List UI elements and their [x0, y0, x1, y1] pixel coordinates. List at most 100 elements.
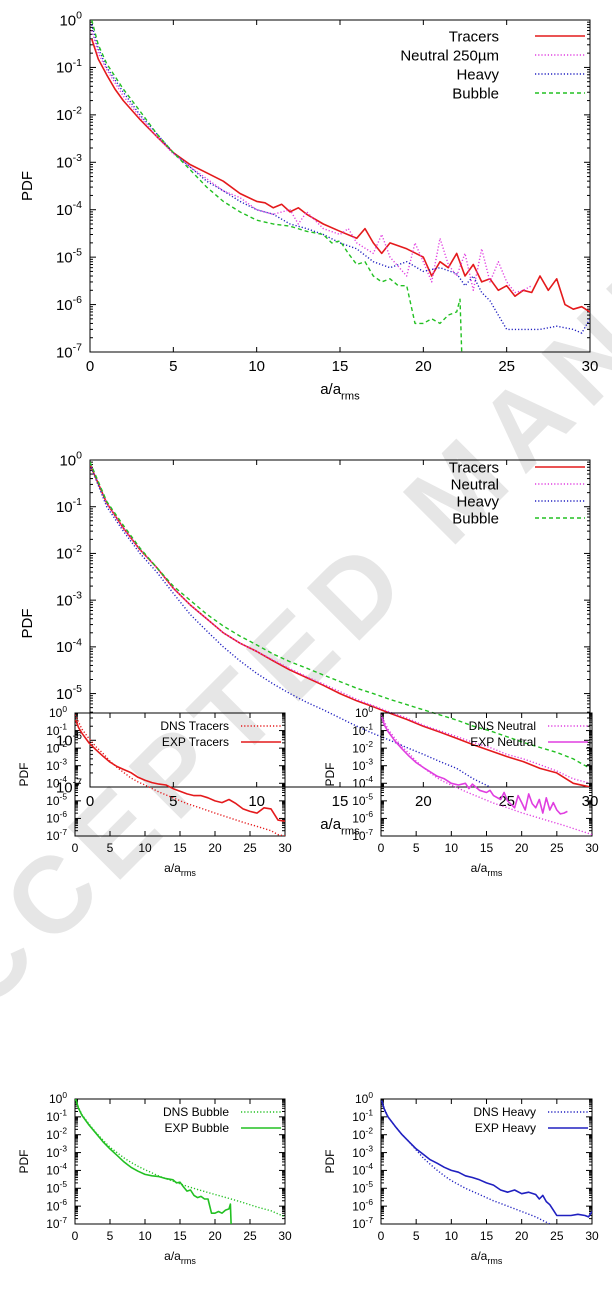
y-tick-label: 10-3 — [56, 590, 82, 610]
x-tick-label: 15 — [173, 841, 187, 855]
x-tick-label: 15 — [480, 1229, 494, 1243]
legend-label: DNS Neutral — [469, 719, 536, 733]
y-tick-base: 10 — [46, 1199, 60, 1213]
y-tick-exponent: -2 — [366, 739, 374, 749]
chart-panel-4: 0 5 10 15 20 25 3010010-110-210-310-410-510-61… — [323, 704, 599, 878]
y-tick-base: 10 — [352, 724, 366, 738]
x-axis-label-subscript: rms — [181, 1256, 196, 1266]
y-tick-label: 10-3 — [46, 757, 67, 773]
x-tick-label: 20 — [515, 1229, 529, 1243]
x-axis-label-subscript: rms — [487, 868, 502, 878]
y-tick-label: 10-2 — [46, 1126, 67, 1142]
y-tick-exponent: -4 — [73, 636, 82, 648]
y-tick-base: 10 — [46, 829, 60, 843]
legend-label: EXP Bubble — [165, 1121, 230, 1135]
y-tick-exponent: 0 — [62, 704, 67, 714]
y-tick-label: 10-4 — [352, 1161, 373, 1177]
x-tick-label: 10 — [138, 841, 152, 855]
y-tick-base: 10 — [56, 779, 73, 796]
y-tick-exponent: 0 — [62, 1090, 67, 1100]
x-tick-label: 25 — [550, 841, 564, 855]
y-tick-base: 10 — [352, 1110, 366, 1124]
y-axis-label: PDF — [19, 609, 36, 639]
y-tick-label: 10-6 — [56, 294, 82, 314]
legend: Tracers Neutral 250µm Heavy Bubble — [400, 28, 585, 102]
x-axis-label: a/arms — [471, 861, 503, 878]
x-tick-label: 30 — [278, 1229, 292, 1243]
x-axis-label-main: a/a — [320, 381, 342, 398]
legend-label: Tracers — [449, 28, 499, 45]
y-tick-exponent: -7 — [366, 1215, 374, 1225]
y-tick-label: 10-3 — [56, 152, 82, 172]
series-line-2 — [381, 716, 568, 815]
y-tick-exponent: -5 — [366, 792, 374, 802]
y-tick-base: 10 — [46, 759, 60, 773]
y-tick-base: 10 — [352, 1199, 366, 1213]
legend-label: Tracers — [449, 459, 499, 476]
series-line-2 — [381, 1100, 592, 1218]
y-tick-exponent: -1 — [73, 57, 82, 69]
y-tick-label: 10-4 — [56, 199, 82, 219]
x-tick-label: 5 — [169, 793, 177, 810]
series-group — [75, 714, 285, 836]
y-tick-base: 10 — [46, 812, 60, 826]
y-tick-label: 10-7 — [56, 342, 82, 362]
x-tick-label: 30 — [582, 358, 599, 375]
y-tick-exponent: -6 — [366, 1197, 374, 1207]
y-tick-exponent: -7 — [366, 827, 374, 837]
y-tick-exponent: -4 — [73, 199, 82, 211]
chart-panel-6: 0 5 10 15 20 25 3010010-110-210-310-410-510-61… — [323, 1090, 599, 1266]
chart-panel-1: 0 5 10 15 20 25 3010010-110-210-310-410-510-61… — [19, 10, 598, 403]
x-axis-label: a/arms — [320, 381, 360, 402]
y-tick-label: 10-2 — [352, 1126, 373, 1142]
y-tick-exponent: -5 — [366, 1179, 374, 1189]
x-tick-label: 0 — [86, 358, 94, 375]
y-tick-base: 10 — [352, 759, 366, 773]
y-tick-exponent: -5 — [73, 683, 82, 695]
y-tick-base: 10 — [56, 639, 73, 656]
y-tick-base: 10 — [56, 686, 73, 703]
x-tick-label: 0 — [72, 1229, 79, 1243]
y-tick-label: 10-4 — [56, 636, 82, 656]
y-tick-label: 10-5 — [46, 1179, 67, 1195]
legend-label: Heavy — [456, 493, 499, 510]
x-tick-label: 25 — [498, 358, 515, 375]
y-tick-label: 100 — [49, 704, 67, 720]
y-tick-exponent: -6 — [366, 809, 374, 819]
y-tick-base: 10 — [56, 546, 73, 563]
y-tick-base: 10 — [56, 344, 73, 361]
y-tick-exponent: 0 — [368, 704, 373, 714]
y-tick-base: 10 — [352, 776, 366, 790]
y-tick-label: 10-5 — [56, 247, 82, 267]
series-line-1 — [90, 38, 590, 313]
y-tick-exponent: -7 — [73, 777, 82, 789]
x-axis-label-main: a/a — [164, 861, 181, 875]
chart-panel-5: 0 5 10 15 20 25 3010010-110-210-310-410-510-61… — [17, 1090, 292, 1266]
y-tick-label: 10-2 — [352, 739, 373, 755]
x-tick-label: 20 — [515, 841, 529, 855]
chart-panel-3: 0 5 10 15 20 25 3010010-110-210-310-410-510-61… — [17, 704, 292, 878]
x-axis-label: a/arms — [320, 816, 360, 837]
x-tick-label: 25 — [498, 793, 515, 810]
x-axis-label-main: a/a — [320, 816, 342, 833]
series-line-1 — [381, 714, 592, 836]
legend-label: Bubble — [452, 510, 499, 527]
y-tick-exponent: -1 — [73, 496, 82, 508]
y-tick-label: 10-6 — [46, 809, 67, 825]
series-line-4 — [90, 461, 590, 770]
y-tick-base: 10 — [56, 60, 73, 77]
y-tick-base: 10 — [352, 1164, 366, 1178]
x-axis-label-subscript: rms — [487, 1256, 502, 1266]
y-tick-exponent: -4 — [366, 1161, 374, 1171]
y-tick-base: 10 — [352, 1146, 366, 1160]
y-tick-label: 10-4 — [46, 1161, 67, 1177]
y-tick-exponent: -3 — [366, 1143, 374, 1153]
y-tick-exponent: -2 — [73, 543, 82, 555]
x-tick-label: 10 — [445, 841, 459, 855]
legend-label: EXP Neutral — [470, 735, 536, 749]
y-tick-exponent: -7 — [60, 827, 68, 837]
y-tick-base: 10 — [59, 12, 76, 29]
x-tick-label: 5 — [413, 1229, 420, 1243]
y-tick-base: 10 — [46, 1217, 60, 1231]
y-tick-exponent: -7 — [60, 1215, 68, 1225]
